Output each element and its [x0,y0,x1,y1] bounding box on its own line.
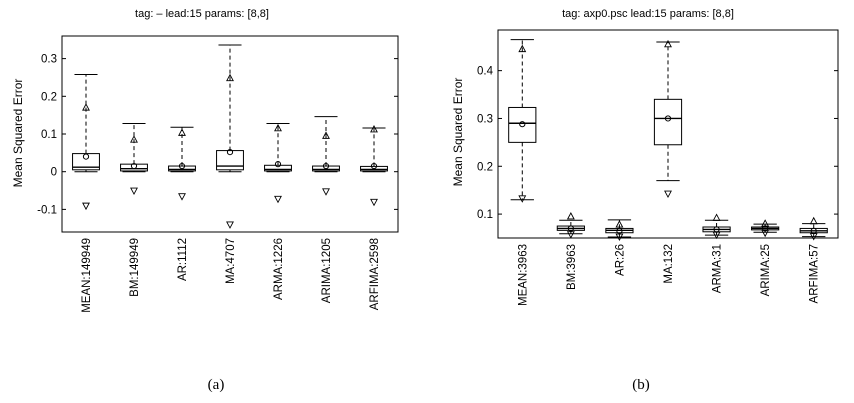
y-tick-label: 0.1 [477,209,493,221]
mean-marker [322,162,330,170]
y-tick-label: 0 [51,167,57,179]
x-tick-label: ARMA:1226 [273,238,285,300]
y-tick-label: 0.3 [41,54,57,66]
y-axis-label: Mean Squared Error [11,79,25,188]
mean-marker [519,121,526,128]
iqr-box [653,98,683,146]
box-ma [653,39,683,198]
box-arfima [360,125,388,207]
upper-percentile-marker [761,219,770,227]
chart-title: tag: – lead:15 params: [8,8] [135,8,269,20]
upper-percentile-marker [615,220,624,228]
iqr-box [264,164,292,172]
upper-percentile-marker [712,213,721,221]
lower-percentile-marker [178,193,186,201]
upper-percentile-marker [809,216,818,225]
y-tick-label: 0.3 [477,113,493,125]
iqr-box [216,150,244,171]
box-ar [168,126,196,201]
lower-percentile-marker [761,229,770,238]
panel-caption: (b) [632,377,650,393]
lower-percentile-marker [322,188,330,196]
lower-percentile-marker [615,233,624,242]
box-arfima [799,216,828,241]
lower-percentile-marker [274,195,282,204]
iqr-box [508,106,537,143]
y-tick-label: -0.1 [37,204,57,216]
x-tick-label: AR:1112 [177,238,189,281]
y-tick-label: 0.2 [477,161,493,173]
box-arima [751,219,780,238]
box-bm [120,122,148,195]
upper-percentile-marker [322,131,330,139]
y-tick-label: 0.2 [41,91,57,103]
x-tick-label: AR:26 [614,244,626,276]
mean-marker [664,115,672,122]
lower-percentile-marker [566,231,575,239]
lower-percentile-marker [712,231,721,240]
chart-title: tag: axp0.psc lead:15 params: [8,8] [562,8,734,20]
x-tick-label: MEAN:3963 [517,244,529,306]
upper-percentile-marker [178,128,186,136]
x-tick-label: MA:4707 [225,238,237,284]
upper-percentile-marker [274,123,282,132]
mean-marker [616,227,623,234]
mean-marker [130,162,138,170]
x-tick-label: ARMA:31 [712,244,724,293]
upper-percentile-marker [370,125,378,133]
lower-percentile-marker [130,187,138,195]
x-tick-label: ARFIMA:2598 [369,238,381,310]
upper-percentile-marker [82,103,90,111]
lower-percentile-marker [370,198,378,207]
mean-marker [370,162,378,170]
mean-marker [567,225,574,232]
box-mean [72,73,100,211]
x-tick-label: ARIMA:25 [760,244,772,296]
y-tick-label: 0.1 [41,129,57,141]
lower-percentile-marker [226,221,234,229]
box-mean [508,39,537,203]
x-tick-label: BM:149949 [129,238,141,297]
x-tick-label: MA:132 [663,244,675,284]
upper-percentile-marker [566,212,575,220]
upper-percentile-marker [226,73,234,82]
x-tick-label: ARIMA:1205 [321,238,333,303]
lower-percentile-marker [664,190,672,198]
upper-percentile-marker [130,135,138,143]
mean-marker [226,148,234,156]
x-tick-label: MEAN:149949 [81,238,93,313]
box-ma [216,44,244,229]
box-arma [702,213,731,240]
x-tick-label: ARFIMA:57 [809,244,821,303]
box-arima [312,116,340,196]
chart-panel-b: tag: axp0.psc lead:15 params: [8,8] Mean… [451,8,839,393]
plot-area-frame [497,29,839,239]
lower-percentile-marker [518,195,527,203]
chart-panel-a: tag: – lead:15 params: [8,8] Mean Square… [11,8,399,393]
upper-percentile-marker [664,39,672,48]
iqr-box [120,163,148,172]
x-tick-label: BM:3963 [566,244,578,290]
mean-marker [274,161,282,168]
y-axis-label: Mean Squared Error [451,78,465,187]
mean-marker [178,162,186,170]
panel-caption: (a) [208,377,225,393]
mean-marker [82,153,90,160]
y-tick-label: 0.4 [477,66,494,78]
box-arma [264,122,292,204]
box-ar [605,219,634,242]
upper-percentile-marker [518,44,527,53]
lower-percentile-marker [82,202,90,211]
lower-percentile-marker [809,233,818,241]
box-bm [556,212,585,239]
